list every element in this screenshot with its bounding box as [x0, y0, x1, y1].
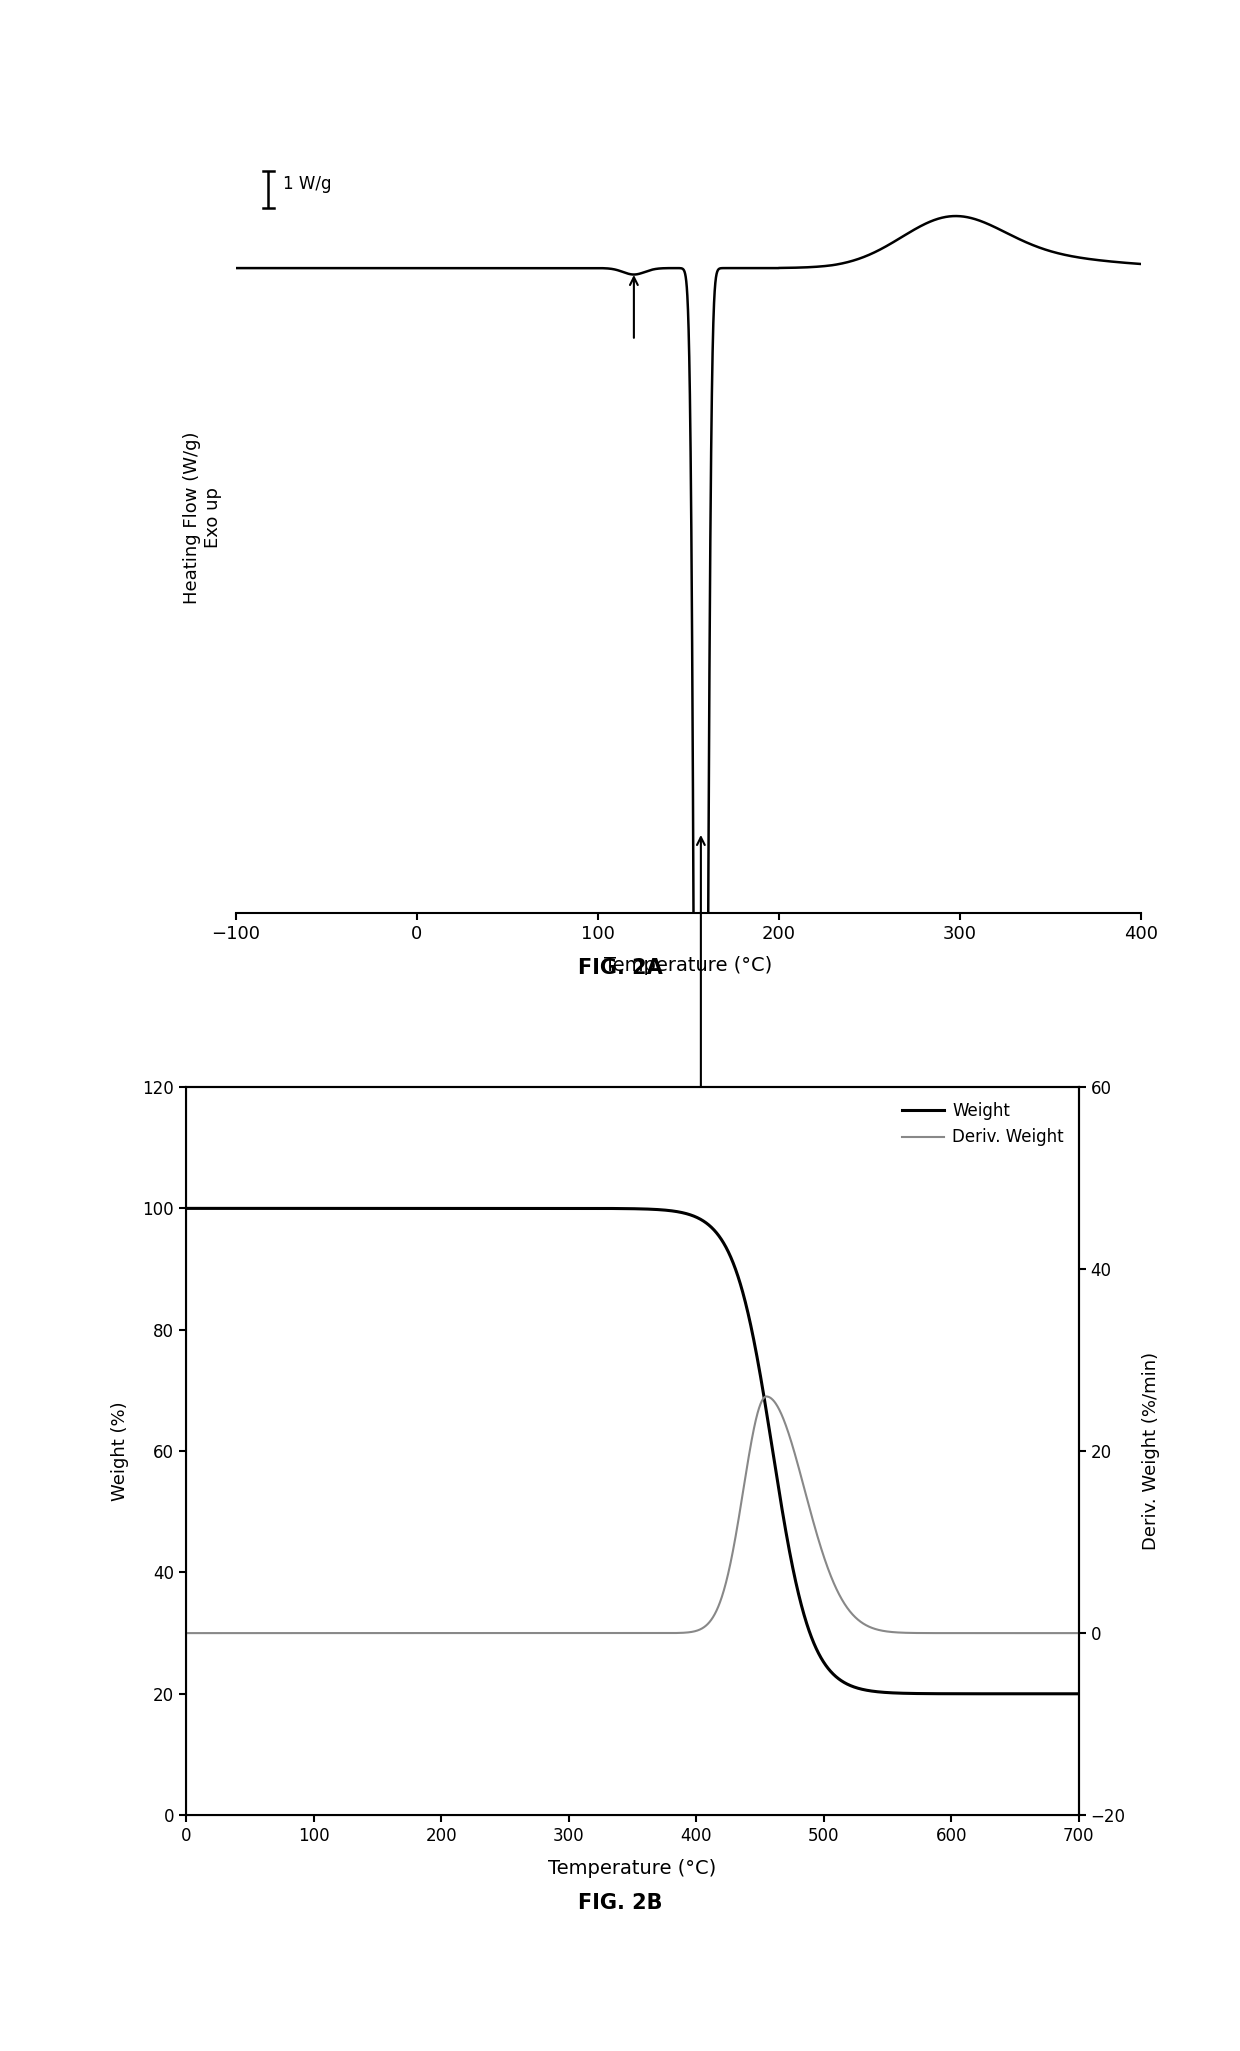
Text: FIG. 2A: FIG. 2A: [578, 958, 662, 978]
Legend: Weight, Deriv. Weight: Weight, Deriv. Weight: [895, 1095, 1070, 1153]
Text: 1 W/g: 1 W/g: [283, 176, 331, 193]
X-axis label: Temperature (°C): Temperature (°C): [604, 956, 773, 976]
Y-axis label: Weight (%): Weight (%): [110, 1401, 129, 1501]
Y-axis label: Deriv. Weight (%/min): Deriv. Weight (%/min): [1142, 1352, 1161, 1551]
Y-axis label: Heating Flow (W/g)
Exo up: Heating Flow (W/g) Exo up: [184, 431, 222, 605]
Text: FIG. 2B: FIG. 2B: [578, 1893, 662, 1914]
X-axis label: Temperature (°C): Temperature (°C): [548, 1858, 717, 1879]
